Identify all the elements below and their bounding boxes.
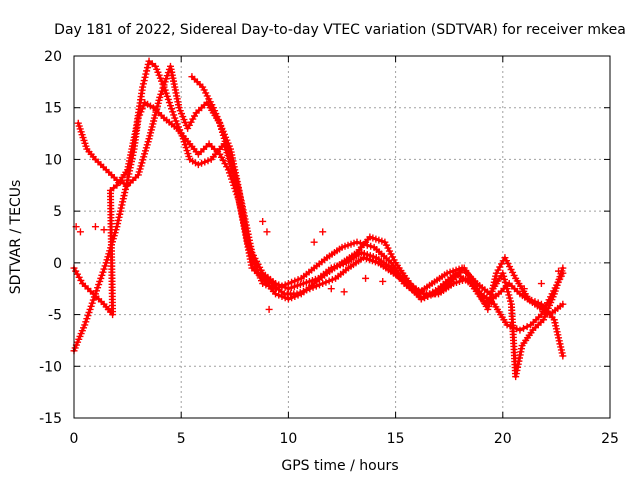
series-track-d: [188, 73, 567, 334]
y-tick-label: -15: [39, 411, 62, 427]
x-tick-label: 10: [279, 431, 297, 447]
series-markers: [70, 99, 567, 355]
axis-ticks: 0 5 10 15 20 25 -15 -10 -5 0 5 10 15 20: [39, 49, 619, 447]
y-tick-label: 20: [44, 49, 62, 65]
series-track-a: [70, 99, 567, 355]
x-tick-label: 0: [70, 431, 79, 447]
y-tick-label: -10: [39, 359, 62, 375]
y-tick-label: -5: [48, 308, 62, 324]
x-tick-label: 5: [177, 431, 186, 447]
series-track-c: [74, 62, 567, 381]
series-track: [76, 64, 565, 379]
chart-grid: [74, 56, 610, 418]
series-fragments: [72, 217, 563, 313]
chart-title: Day 181 of 2022, Sidereal Day-to-day VTE…: [54, 22, 626, 38]
series-markers: [72, 217, 563, 313]
x-tick-label: 25: [601, 431, 619, 447]
x-tick-label: 20: [494, 431, 512, 447]
plot-frame: [73, 55, 611, 419]
series-layer: [70, 57, 567, 381]
y-tick-label: 0: [53, 256, 62, 272]
y-tick-label: 10: [44, 152, 62, 168]
x-tick-label: 15: [387, 431, 405, 447]
x-axis-label: GPS time / hours: [281, 458, 398, 474]
series-markers: [188, 73, 567, 334]
y-tick-label: 5: [53, 204, 62, 220]
y-tick-label: 15: [44, 101, 62, 117]
series-markers: [74, 62, 567, 381]
y-axis-label: SDTVAR / TECUs: [8, 180, 24, 295]
